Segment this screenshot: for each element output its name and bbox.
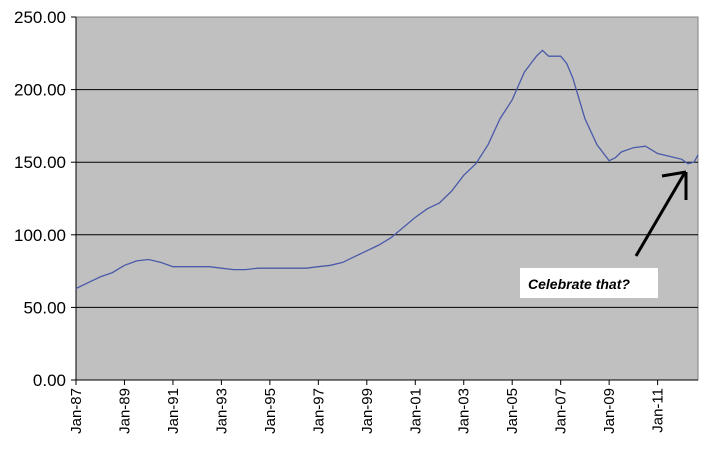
x-tick-label: Jan-91 [165,388,182,434]
x-tick-label: Jan-03 [456,388,473,434]
x-tick-label: Jan-99 [359,388,376,434]
y-tick-label: 0.00 [33,371,66,390]
annotation: Celebrate that? [520,170,688,298]
x-tick-label: Jan-07 [553,388,570,434]
plot-area [75,16,699,381]
x-tick-label: Jan-05 [504,388,521,434]
annotation-arrow [634,173,686,257]
x-tick-label: Jan-09 [601,388,618,434]
y-tick-label: 200.00 [14,81,66,100]
series-line [75,49,699,290]
y-tick-label: 100.00 [14,226,66,245]
y-tick-label: 250.00 [14,8,66,27]
y-tick-label: 50.00 [23,298,66,317]
annotation-text: Celebrate that? [528,276,630,292]
y-tick-label: 150.00 [14,153,66,172]
annotation-arrowhead-left [661,170,687,178]
y-axis-ticks: 0.00 50.00 100.00 150.00 200.00 250.00 [14,8,77,390]
x-tick-label: Jan-89 [116,388,133,434]
x-tick-label: Jan-01 [407,388,424,434]
x-tick-label: Jan-87 [68,388,85,434]
gridlines [76,89,698,308]
x-tick-label: Jan-95 [262,388,279,434]
annotation-box [520,268,658,298]
x-axis-ticks: Jan-87 Jan-89 Jan-91 Jan-93 Jan-95 Jan-97 Jan-… [68,379,698,434]
x-tick-label: Jan-97 [310,388,327,434]
x-tick-label: Jan-93 [213,388,230,434]
x-tick-label: Jan-11 [650,388,667,433]
